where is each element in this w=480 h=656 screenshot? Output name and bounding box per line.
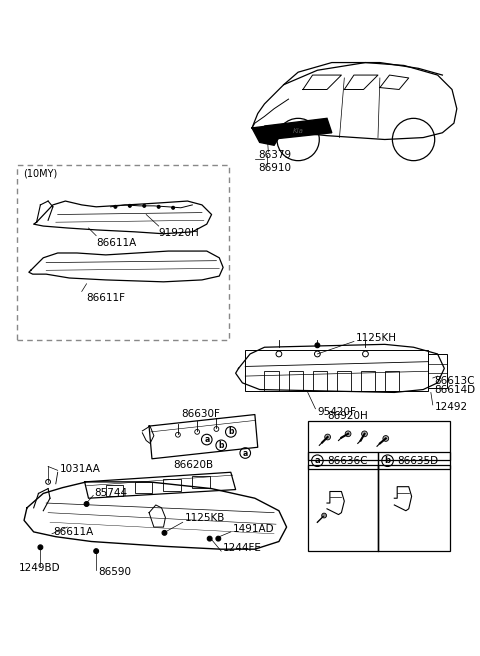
Text: 86630F: 86630F (181, 409, 220, 419)
Text: 86613C: 86613C (435, 376, 475, 386)
Circle shape (94, 548, 98, 554)
Bar (288, 371, 303, 390)
Text: 86620B: 86620B (173, 460, 213, 470)
Text: 86379: 86379 (259, 150, 292, 160)
Bar (264, 371, 279, 390)
Bar (308, 452, 378, 470)
Bar (164, 479, 181, 491)
Text: a: a (314, 456, 320, 465)
Text: 1244FE: 1244FE (223, 543, 262, 553)
Bar (336, 371, 351, 390)
Text: a: a (242, 449, 248, 457)
Circle shape (84, 502, 89, 506)
Text: b: b (384, 456, 391, 465)
Text: 86910: 86910 (259, 163, 292, 173)
Text: 86636C: 86636C (327, 456, 368, 466)
Circle shape (38, 545, 43, 550)
Circle shape (128, 205, 131, 207)
Circle shape (265, 133, 270, 138)
Circle shape (162, 531, 167, 535)
Circle shape (361, 431, 367, 437)
Text: 1125KH: 1125KH (356, 333, 397, 342)
Circle shape (322, 513, 326, 518)
Text: 86635D: 86635D (397, 456, 438, 466)
Bar (135, 482, 152, 493)
Text: 86590: 86590 (98, 567, 131, 577)
Bar (428, 354, 447, 388)
Bar (312, 371, 327, 390)
Circle shape (143, 205, 146, 207)
Text: 1125KB: 1125KB (185, 514, 225, 523)
Text: b: b (228, 427, 234, 436)
Bar (245, 350, 428, 390)
Text: a: a (204, 435, 209, 444)
Text: 12492: 12492 (435, 402, 468, 412)
Text: 95420F: 95420F (317, 407, 356, 417)
Bar (384, 371, 399, 390)
Circle shape (172, 207, 175, 209)
Circle shape (207, 536, 212, 541)
Bar (378, 452, 450, 470)
Text: b: b (218, 441, 224, 450)
Text: 86611A: 86611A (96, 237, 136, 247)
Circle shape (325, 434, 331, 440)
Text: 85744: 85744 (94, 489, 127, 499)
Bar (360, 371, 375, 390)
Polygon shape (252, 126, 279, 145)
Text: 91920H: 91920H (159, 228, 199, 238)
Bar (106, 485, 123, 497)
Bar (192, 476, 210, 487)
Text: 86614D: 86614D (435, 384, 476, 394)
Text: 86920H: 86920H (327, 411, 368, 422)
Text: Kia: Kia (293, 128, 303, 134)
Text: 86611A: 86611A (53, 527, 93, 537)
Circle shape (345, 431, 351, 437)
Circle shape (114, 205, 117, 208)
Circle shape (157, 205, 160, 208)
Text: 1249BD: 1249BD (19, 564, 61, 573)
Circle shape (383, 436, 389, 441)
Bar (17, 165, 229, 340)
Circle shape (315, 343, 320, 348)
Text: 1491AD: 1491AD (233, 524, 275, 534)
Bar (308, 421, 450, 460)
Text: (10MY): (10MY) (23, 169, 57, 178)
Text: 1031AA: 1031AA (60, 464, 100, 474)
Bar (308, 464, 378, 551)
Polygon shape (264, 118, 332, 140)
Circle shape (216, 536, 221, 541)
Text: 86611F: 86611F (86, 293, 126, 303)
Bar (378, 464, 450, 551)
